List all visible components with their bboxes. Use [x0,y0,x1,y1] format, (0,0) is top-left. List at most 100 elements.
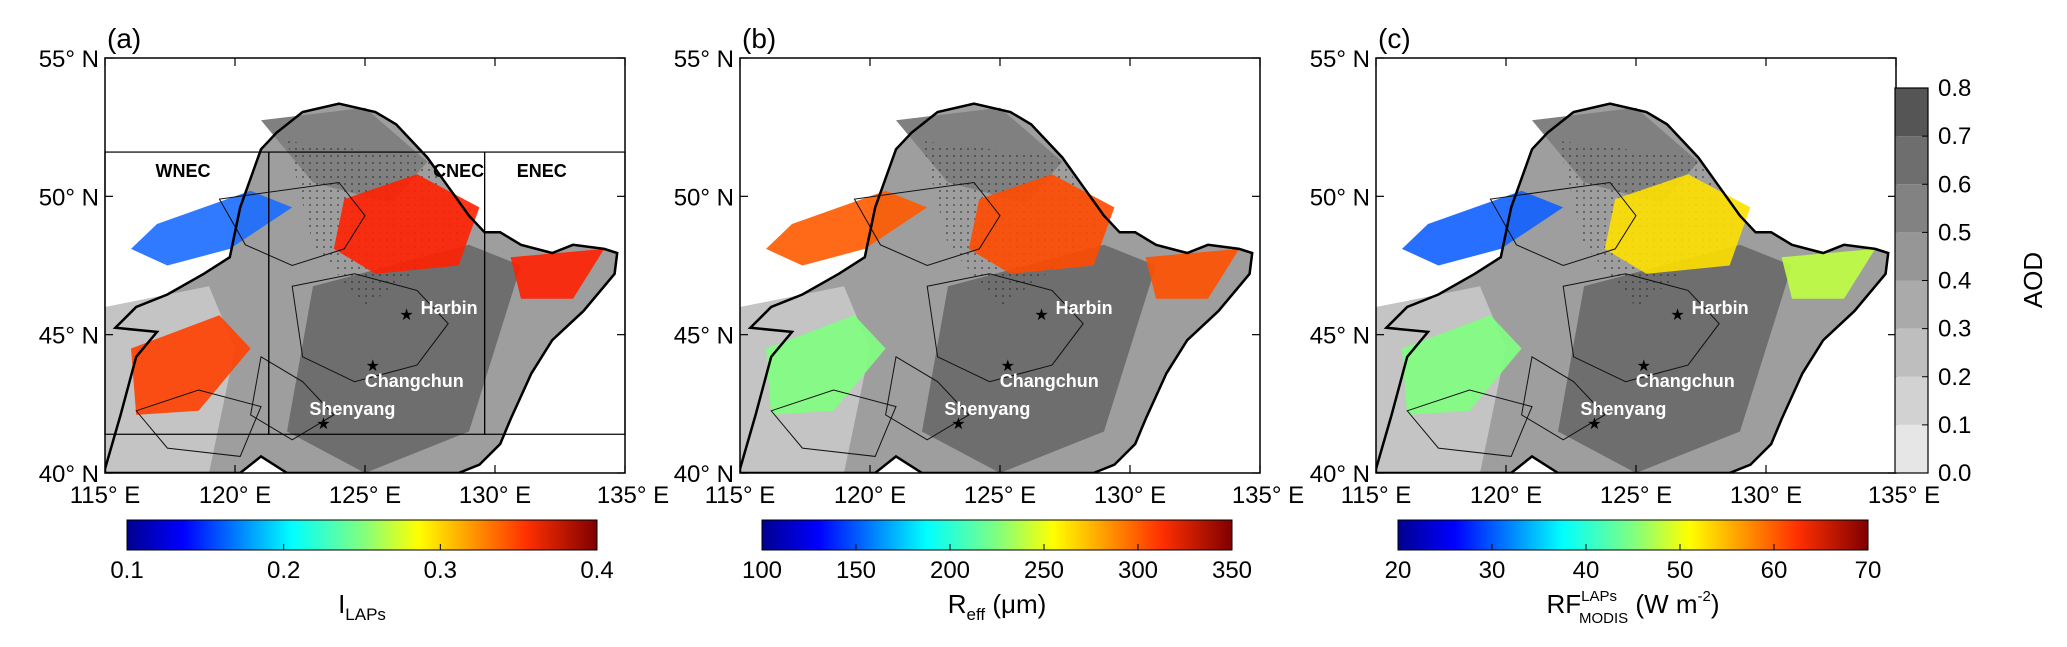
lap-overlay [510,248,605,299]
lon-tick-label: 120° E [834,482,906,509]
lap-overlay [1402,190,1564,266]
region-label: ENEC [517,161,567,181]
aod-high-region [287,244,521,473]
city-marker: ★ [951,416,965,433]
province-boundary [853,181,1001,267]
city-label-shenyang: Shenyang [944,399,1030,419]
lon-tick-label: 120° E [199,482,271,509]
panel-letter: (c) [1378,23,1411,54]
province-boundary [926,273,1084,383]
city-marker: ★ [1637,358,1651,375]
lat-tick-label: 40° N [39,461,99,488]
lat-tick-label: 40° N [1310,461,1370,488]
province-boundary [1562,273,1720,383]
map-panel-a: WNEC CNEC ENEC★ Harbin★Changchun★Shenyang40… [39,23,669,624]
lap-overlay [766,190,928,266]
lat-tick-label: 55° N [39,46,99,73]
lon-tick-label: 130° E [1730,482,1802,509]
aod-tick-label: 0.5 [1938,219,1971,246]
lon-tick-label: 125° E [1600,482,1672,509]
lon-tick-label: 135° E [597,482,669,509]
lat-tick-label: 55° N [1310,46,1370,73]
lon-tick-label: 130° E [459,482,531,509]
lap-overlay [1402,315,1522,415]
city-label-changchun: Changchun [365,371,464,391]
province-boundary [1489,181,1637,267]
city-label-changchun: Changchun [1636,371,1735,391]
colorbar-tick-label: 100 [742,557,782,584]
aod-colorbar-segment [1895,88,1928,137]
city-marker: ★ [316,416,330,433]
lat-tick-label: 50° N [1310,184,1370,211]
lon-tick-label: 120° E [1470,482,1542,509]
colorbar-label: RFLAPs MODIS (W m-2) [1546,588,1719,627]
aod-colorbar-segment [1895,280,1928,329]
aod-colorbar: 0.0 0.1 0.2 0.3 0.4 0.5 0.6 0.7 0.8 AOD [1894,75,2048,487]
aod-tick-label: 0.2 [1938,364,1971,391]
province-boundary [885,355,970,441]
lat-tick-label: 50° N [39,184,99,211]
aod-colorbar-segment [1895,184,1928,233]
aod-colorbar-segment [1895,232,1928,281]
lat-tick-label: 45° N [674,323,734,350]
lon-tick-label: 125° E [964,482,1036,509]
city-marker: ★ [1587,416,1601,433]
colorbar-label: Reff (μm) [948,589,1047,624]
aod-tick-label: 0.8 [1938,75,1971,102]
lap-overlay [1604,174,1751,274]
aod-tick-label: 0.4 [1938,268,1971,295]
colorbar-a [126,519,598,551]
colorbar-tick-label: 150 [836,557,876,584]
colorbar-tick-label: 0.1 [110,557,143,584]
aod-tick-label: 0.1 [1938,412,1971,439]
panel-letter: (b) [742,23,776,54]
aod-colorbar-label: AOD [2018,252,2048,308]
aod-colorbar-segment [1895,424,1928,473]
lon-tick-label: 130° E [1094,482,1166,509]
colorbar-tick-label: 300 [1118,557,1158,584]
colorbar-tick-label: 200 [930,557,970,584]
province-boundary [135,389,262,457]
colorbar-tick-label: 250 [1024,557,1064,584]
aod-high-region [1558,244,1792,473]
city-marker: ★ [1670,307,1684,324]
lap-overlay [1145,248,1240,299]
lap-overlay [968,174,1115,274]
colorbar-c [1397,519,1869,551]
city-label-harbin: Harbin [1692,298,1749,318]
colorbar-tick-label: 350 [1212,557,1252,584]
aod-tick-label: 0.6 [1938,171,1971,198]
province-boundary [218,181,366,267]
colorbar-tick-label: 20 [1385,557,1412,584]
aod-tick-label: 0.3 [1938,316,1971,343]
lap-overlay [131,315,251,415]
lon-tick-label: 135° E [1232,482,1304,509]
city-label-shenyang: Shenyang [1580,399,1666,419]
aod-tick-label: 0.0 [1938,460,1971,487]
lat-tick-label: 45° N [39,323,99,350]
country-boundary [740,102,1254,473]
lon-tick-label: 115° E [705,482,776,509]
province-boundary [291,273,449,383]
lon-tick-label: 115° E [1341,482,1412,509]
lap-overlay [131,190,293,266]
colorbar-tick-label: 50 [1667,557,1694,584]
city-label-harbin: Harbin [1056,298,1113,318]
aod-high-region [922,244,1156,473]
aod-colorbar-segment [1895,328,1928,377]
colorbar-tick-label: 70 [1855,557,1882,584]
colorbar-b [761,519,1233,551]
city-marker: ★ [399,307,413,324]
lat-tick-label: 40° N [674,461,734,488]
province-boundary [250,355,335,441]
colorbar-tick-label: 0.4 [580,557,613,584]
panel-letter: (a) [107,23,141,54]
aod-tick-label: 0.7 [1938,123,1971,150]
city-label-harbin: Harbin [421,298,478,318]
country-boundary [1376,102,1890,473]
colorbar-tick-label: 40 [1573,557,1600,584]
lon-tick-label: 135° E [1868,482,1940,509]
province-boundary [1406,389,1533,457]
